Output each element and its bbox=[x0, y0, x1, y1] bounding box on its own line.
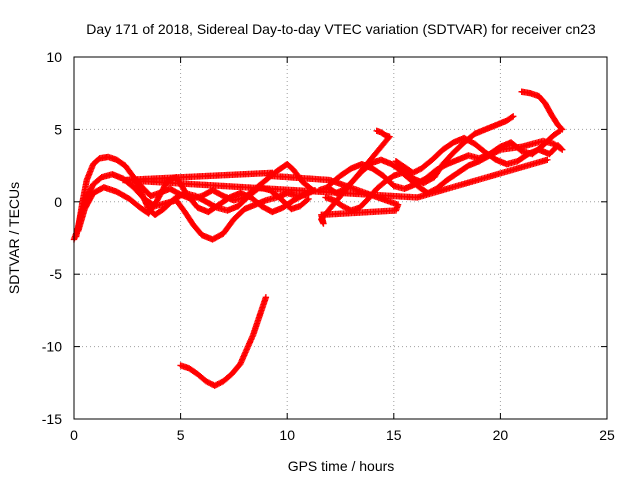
x-tick-label: 0 bbox=[70, 427, 78, 443]
grid bbox=[74, 57, 607, 419]
x-tick-label: 5 bbox=[177, 427, 185, 443]
data-point bbox=[559, 146, 566, 153]
x-tick-label: 15 bbox=[386, 427, 402, 443]
y-tick-label: -15 bbox=[42, 411, 62, 427]
plot-frame bbox=[73, 56, 608, 420]
data-points bbox=[70, 88, 566, 389]
data-point bbox=[509, 113, 517, 120]
y-tick-label: 10 bbox=[46, 49, 62, 65]
data-point bbox=[557, 125, 565, 132]
data-point bbox=[262, 294, 270, 301]
data-point bbox=[304, 196, 311, 204]
data-point bbox=[212, 203, 219, 211]
axes: 0 5 10 15 20 25 -15 -10 -5 0 5 10 bbox=[42, 49, 615, 443]
y-axis-label: SDTVAR / TECUs bbox=[6, 182, 22, 294]
chart-title: Day 171 of 2018, Sidereal Day-to-day VTE… bbox=[86, 21, 596, 37]
x-tick-label: 25 bbox=[599, 427, 615, 443]
y-tick-label: 5 bbox=[54, 121, 62, 137]
x-tick-label: 20 bbox=[493, 427, 509, 443]
data-point bbox=[557, 145, 565, 152]
x-tick-label: 10 bbox=[279, 427, 295, 443]
y-tick-label: -5 bbox=[50, 266, 63, 282]
series-track-9 bbox=[518, 88, 566, 133]
series-fragments bbox=[119, 127, 551, 227]
x-axis-label: GPS time / hours bbox=[288, 458, 395, 474]
data-point bbox=[305, 195, 312, 203]
data-point bbox=[508, 114, 516, 121]
y-tick-label: -10 bbox=[42, 339, 62, 355]
data-point bbox=[544, 156, 551, 164]
data-point bbox=[555, 128, 563, 135]
series-track-8 bbox=[392, 134, 566, 177]
data-point bbox=[559, 126, 566, 133]
y-tick-label: 0 bbox=[54, 194, 62, 210]
series-track-10 bbox=[177, 294, 270, 389]
